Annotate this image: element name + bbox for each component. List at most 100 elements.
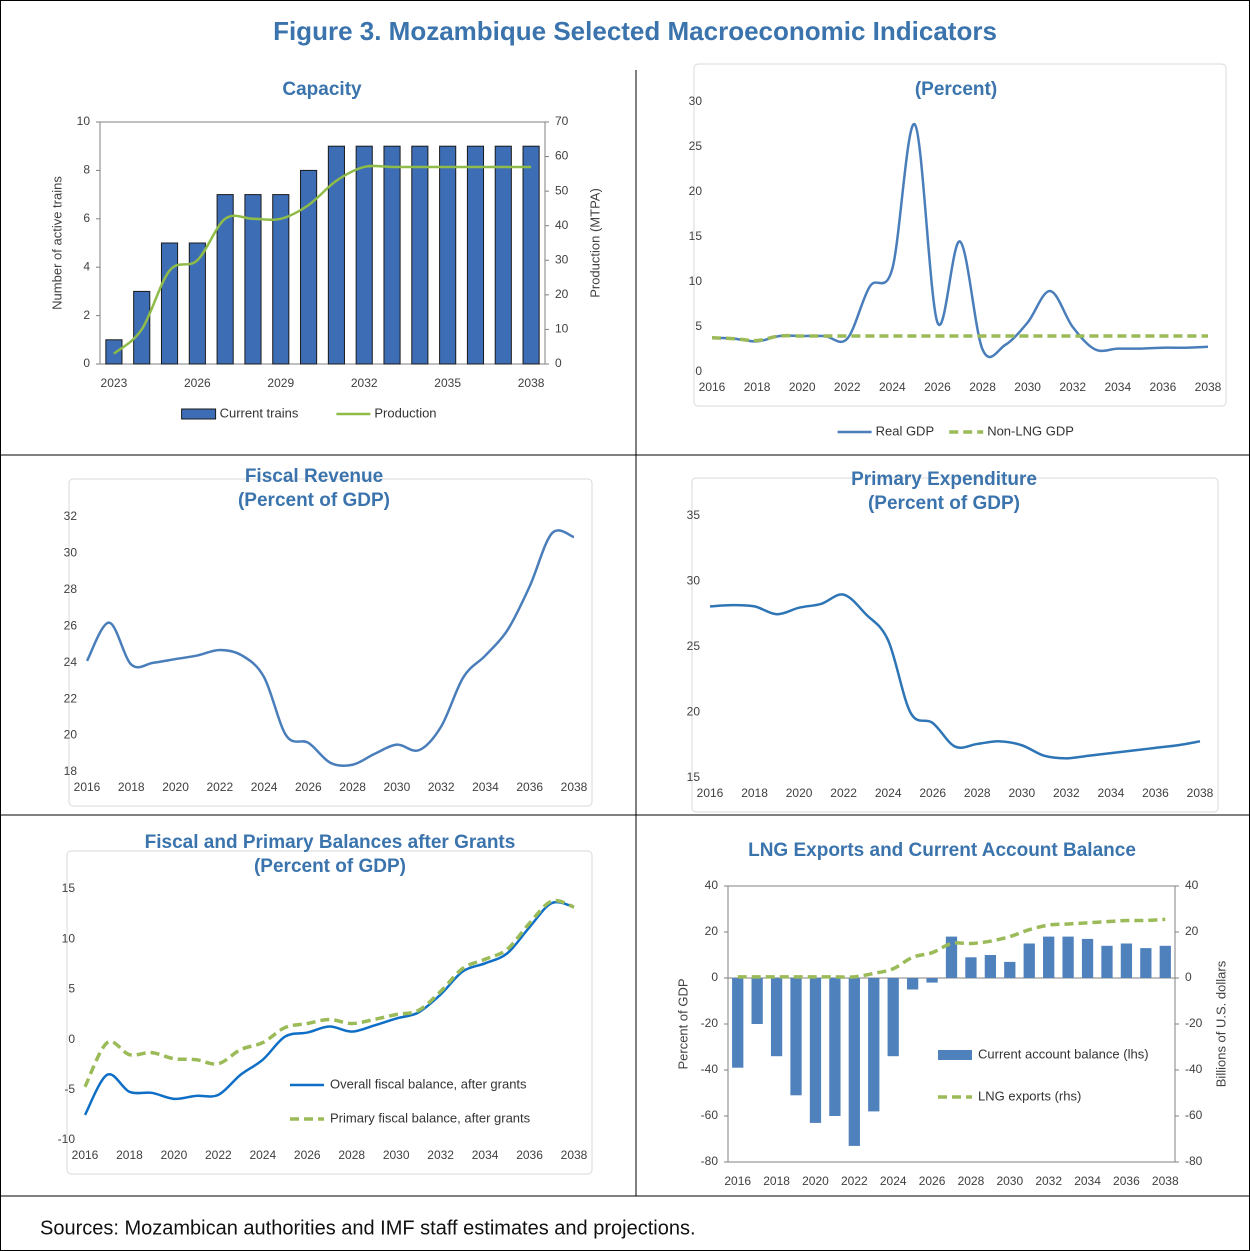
y-tick-label: 35 bbox=[687, 508, 701, 522]
line bbox=[113, 164, 532, 355]
bar bbox=[300, 169, 318, 365]
x-tick-label: 2026 bbox=[294, 1148, 321, 1162]
x-tick-label: 2034 bbox=[1098, 786, 1125, 800]
x-tick-label: 2026 bbox=[919, 786, 946, 800]
plot-area bbox=[99, 121, 546, 365]
bar bbox=[1140, 948, 1152, 978]
y2-tick-label: -20 bbox=[1185, 1016, 1203, 1030]
y2-tick-label: 10 bbox=[555, 322, 569, 336]
legend-label: Production bbox=[374, 405, 436, 420]
bar bbox=[188, 242, 206, 365]
bar bbox=[1043, 936, 1055, 978]
x-tick-label: 2022 bbox=[205, 1148, 232, 1162]
bar bbox=[411, 145, 429, 365]
bar bbox=[105, 339, 123, 365]
line bbox=[737, 917, 1166, 979]
x-tick-label: 2030 bbox=[383, 1148, 410, 1162]
bar bbox=[1023, 943, 1035, 978]
chart-title: Capacity bbox=[282, 79, 362, 100]
x-tick-label: 2020 bbox=[162, 780, 189, 794]
x-tick-label: 2035 bbox=[434, 376, 461, 390]
bar bbox=[160, 242, 179, 365]
x-tick-label: 2022 bbox=[834, 380, 861, 394]
x-tick-label: 2026 bbox=[919, 1174, 946, 1188]
x-tick-label: 2024 bbox=[879, 380, 906, 394]
y2-tick-label: 50 bbox=[555, 183, 569, 197]
figure-title: Figure 3. Mozambique Selected Macroecono… bbox=[273, 16, 997, 46]
y-tick-label: 24 bbox=[64, 655, 78, 669]
bar bbox=[829, 978, 841, 1116]
x-tick-label: 2022 bbox=[206, 780, 233, 794]
x-tick-label: 2030 bbox=[1008, 786, 1035, 800]
x-tick-label: 2024 bbox=[251, 780, 278, 794]
y-tick-label: 25 bbox=[687, 639, 701, 653]
bar bbox=[383, 145, 401, 365]
x-tick-label: 2026 bbox=[924, 380, 951, 394]
bar bbox=[945, 936, 958, 978]
y-axis-label: Percent of GDP bbox=[675, 978, 690, 1069]
y2-axis-label: Production (MTPA) bbox=[587, 188, 602, 298]
x-tick-label: 2036 bbox=[516, 1148, 543, 1162]
y2-tick-label: -40 bbox=[1185, 1062, 1203, 1076]
y-tick-label: 5 bbox=[695, 319, 702, 333]
y-tick-label: 25 bbox=[689, 139, 703, 153]
y-tick-label: 0 bbox=[695, 364, 702, 378]
y-tick-label: -60 bbox=[701, 1108, 719, 1122]
y-tick-label: -20 bbox=[701, 1016, 719, 1030]
x-tick-label: 2034 bbox=[1074, 1174, 1101, 1188]
y-tick-label: 0 bbox=[83, 356, 90, 370]
y-tick-label: -10 bbox=[58, 1132, 76, 1146]
y-tick-label: -40 bbox=[701, 1062, 719, 1076]
y2-tick-label: 70 bbox=[555, 114, 569, 128]
legend-label: Overall fiscal balance, after grants bbox=[330, 1076, 527, 1091]
bar bbox=[868, 978, 880, 1112]
bar bbox=[1081, 938, 1094, 978]
bar bbox=[848, 978, 860, 1146]
legend-swatch bbox=[938, 1050, 972, 1060]
line bbox=[83, 898, 575, 1088]
bar bbox=[965, 957, 977, 978]
x-tick-label: 2034 bbox=[472, 1148, 499, 1162]
x-tick-label: 2020 bbox=[786, 786, 813, 800]
bar bbox=[732, 978, 744, 1068]
bar bbox=[906, 978, 919, 990]
y2-tick-label: 30 bbox=[555, 252, 569, 266]
x-tick-label: 2038 bbox=[1187, 786, 1214, 800]
x-tick-label: 2016 bbox=[724, 1174, 751, 1188]
line bbox=[85, 529, 575, 768]
legend-label: Primary fiscal balance, after grants bbox=[330, 1110, 531, 1125]
line bbox=[711, 123, 1209, 359]
x-tick-label: 2029 bbox=[267, 376, 294, 390]
chart-title: (Percent) bbox=[915, 79, 997, 100]
y-tick-label: 15 bbox=[689, 229, 703, 243]
x-tick-label: 2036 bbox=[1142, 786, 1169, 800]
x-tick-label: 2018 bbox=[116, 1148, 143, 1162]
y-tick-label: 40 bbox=[705, 878, 719, 892]
x-tick-label: 2032 bbox=[427, 1148, 454, 1162]
x-tick-label: 2028 bbox=[964, 786, 991, 800]
x-tick-label: 2020 bbox=[789, 380, 816, 394]
y-tick-label: 26 bbox=[64, 618, 78, 632]
y-tick-label: 10 bbox=[62, 931, 76, 945]
bar bbox=[355, 145, 373, 365]
x-tick-label: 2032 bbox=[351, 376, 378, 390]
y-tick-label: -80 bbox=[701, 1154, 719, 1168]
line bbox=[711, 333, 1208, 343]
chart-subtitle: (Percent of GDP) bbox=[868, 493, 1020, 514]
y2-tick-label: 60 bbox=[555, 149, 569, 163]
y-tick-label: 10 bbox=[689, 274, 703, 288]
y2-tick-label: 40 bbox=[1185, 878, 1199, 892]
x-tick-label: 2016 bbox=[697, 786, 724, 800]
x-tick-label: 2016 bbox=[699, 380, 726, 394]
bar bbox=[1101, 945, 1113, 978]
x-tick-label: 2030 bbox=[384, 780, 411, 794]
x-tick-label: 2028 bbox=[339, 780, 366, 794]
x-tick-label: 2024 bbox=[249, 1148, 276, 1162]
line bbox=[83, 900, 575, 1116]
y-tick-label: 30 bbox=[687, 574, 701, 588]
x-tick-label: 2023 bbox=[101, 376, 128, 390]
y-tick-label: 32 bbox=[64, 509, 78, 523]
chart-frame bbox=[66, 850, 593, 1175]
bar bbox=[887, 978, 899, 1057]
